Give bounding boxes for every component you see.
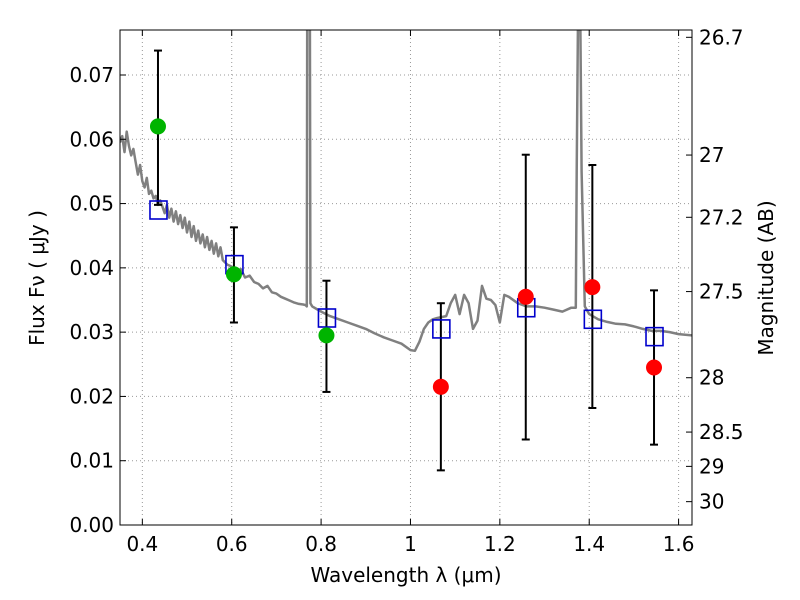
x-tick-label: 1.6 <box>663 532 695 556</box>
undetected-flux-point <box>517 288 534 305</box>
model-flux-box <box>317 308 337 328</box>
undetected-flux-point <box>432 378 449 395</box>
x-axis-label: Wavelength λ (μm) <box>310 563 501 587</box>
detected-flux-point <box>318 327 335 344</box>
undetected-flux-point <box>646 359 663 376</box>
y-tick-label: 0.05 <box>69 192 114 216</box>
model-flux-box <box>149 200 168 220</box>
y-tick-label: 0.02 <box>69 384 114 408</box>
y-tick-label: 0.07 <box>69 63 114 87</box>
x-tick-label: 0.8 <box>305 532 337 556</box>
y-tick-label: 0.06 <box>69 127 114 151</box>
model-flux-box <box>583 309 603 330</box>
x-tick-label: 1 <box>404 532 417 556</box>
grid-lines <box>120 30 692 526</box>
undetected-flux-point <box>584 279 601 296</box>
y-axis-label: Flux Fν ( μJy ) <box>25 210 49 346</box>
axis-tick-labels: 0.4 0.6 0.8 1 1.2 1.4 1.6 0.00 0.01 0.02 0.03 0.04 0… <box>69 25 743 556</box>
y-tick-label: 0.01 <box>69 449 114 473</box>
plot-frame <box>119 29 693 526</box>
x-tick-label: 1.2 <box>484 532 516 556</box>
x-tick-label: 0.6 <box>216 532 248 556</box>
magnitude-tick-label: 27.2 <box>699 205 744 229</box>
magnitude-tick-label: 29 <box>699 454 724 478</box>
magnitude-tick-label: 28 <box>699 366 724 390</box>
model-spectrum-layer <box>120 30 692 353</box>
model-spectrum-line <box>120 30 692 353</box>
magnitude-tick-label: 26.7 <box>699 25 744 49</box>
magnitude-tick-label: 30 <box>699 490 724 514</box>
detected-flux-point <box>225 266 242 283</box>
axis-ticks <box>120 30 692 526</box>
magnitude-tick-label: 28.5 <box>699 420 744 444</box>
observation-marks <box>149 49 664 472</box>
detected-flux-point <box>149 118 166 135</box>
model-flux-box <box>645 326 664 347</box>
x-tick-label: 0.4 <box>126 532 158 556</box>
model-flux-box <box>432 319 451 339</box>
magnitude-tick-label: 27.5 <box>699 280 744 304</box>
y-tick-label: 0.00 <box>69 513 114 537</box>
y-tick-label: 0.04 <box>69 256 114 280</box>
magnitude-tick-label: 27 <box>699 143 724 167</box>
x-tick-label: 1.4 <box>573 532 605 556</box>
y-tick-label: 0.03 <box>69 320 114 344</box>
y2-axis-label: Magnitude (AB) <box>754 200 778 355</box>
